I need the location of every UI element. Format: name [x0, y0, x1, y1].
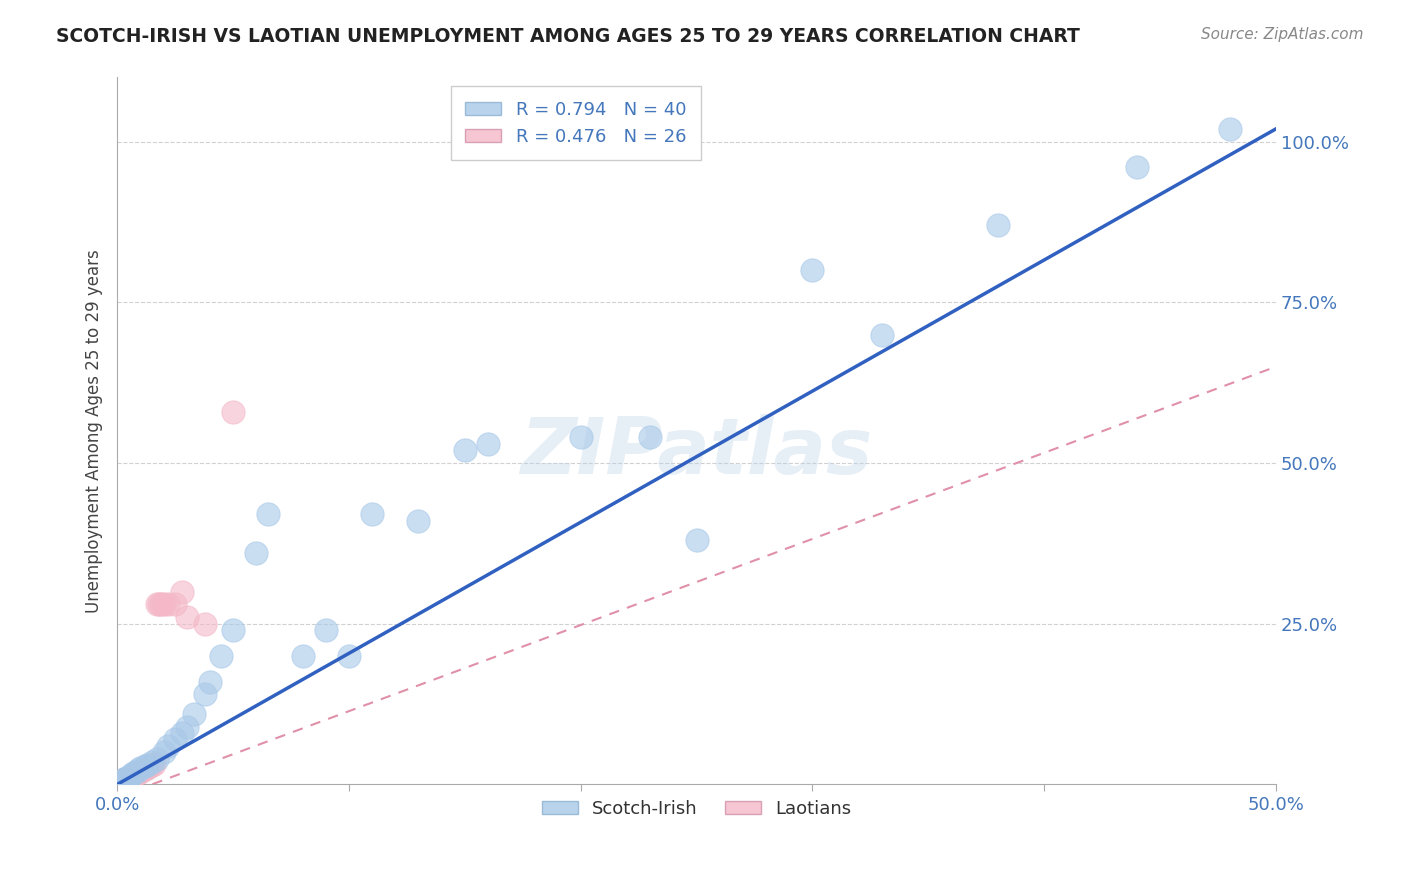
Point [115, 772, 138, 787]
Point [194, 688, 217, 702]
Point [157, 739, 180, 753]
Point [134, 759, 156, 773]
Point [165, 732, 187, 747]
Point [194, 616, 217, 631]
Point [115, 771, 138, 785]
Point [361, 508, 384, 522]
Point [129, 761, 152, 775]
Point [152, 598, 174, 612]
Point [138, 759, 160, 773]
Point [112, 773, 135, 788]
Point [136, 758, 159, 772]
Point [118, 771, 141, 785]
Point [291, 648, 314, 663]
Point [141, 758, 163, 772]
Y-axis label: Unemployment Among Ages 25 to 29 years: Unemployment Among Ages 25 to 29 years [86, 249, 103, 613]
Point [222, 404, 245, 418]
Point [120, 768, 142, 782]
Point [172, 584, 194, 599]
Point [112, 772, 135, 787]
Point [141, 755, 163, 769]
Point [870, 327, 893, 342]
Point [176, 720, 198, 734]
Point [111, 775, 134, 789]
Text: ZIPatlas: ZIPatlas [520, 414, 873, 490]
Point [118, 770, 141, 784]
Point [176, 610, 198, 624]
Point [315, 623, 337, 637]
Point [148, 598, 170, 612]
Point [222, 623, 245, 637]
Point [256, 508, 278, 522]
Point [143, 756, 166, 771]
Point [569, 430, 592, 444]
Point [127, 764, 149, 778]
Point [198, 674, 221, 689]
Point [987, 219, 1010, 233]
Point [122, 765, 145, 780]
Point [165, 598, 187, 612]
Point [337, 648, 360, 663]
Point [245, 546, 267, 560]
Point [134, 762, 156, 776]
Point [127, 765, 149, 780]
Point [183, 706, 205, 721]
Point [145, 598, 167, 612]
Point [136, 761, 159, 775]
Point [125, 767, 148, 781]
Point [111, 774, 134, 789]
Point [145, 752, 167, 766]
Point [129, 764, 152, 779]
Legend: Scotch-Irish, Laotians: Scotch-Irish, Laotians [534, 792, 859, 825]
Point [157, 598, 180, 612]
Point [638, 430, 661, 444]
Point [685, 533, 707, 548]
Point [477, 437, 499, 451]
Point [122, 768, 145, 782]
Text: Source: ZipAtlas.com: Source: ZipAtlas.com [1201, 27, 1364, 42]
Text: SCOTCH-IRISH VS LAOTIAN UNEMPLOYMENT AMONG AGES 25 TO 29 YEARS CORRELATION CHART: SCOTCH-IRISH VS LAOTIAN UNEMPLOYMENT AMO… [56, 27, 1080, 45]
Point [131, 764, 153, 778]
Point [408, 514, 430, 528]
Point [150, 598, 173, 612]
Point [211, 648, 233, 663]
Point [172, 726, 194, 740]
Point [120, 770, 142, 784]
Point [108, 776, 131, 790]
Point [801, 263, 824, 277]
Point [1219, 121, 1241, 136]
Point [454, 443, 477, 458]
Point [152, 745, 174, 759]
Point [1126, 161, 1149, 175]
Point [125, 764, 148, 779]
